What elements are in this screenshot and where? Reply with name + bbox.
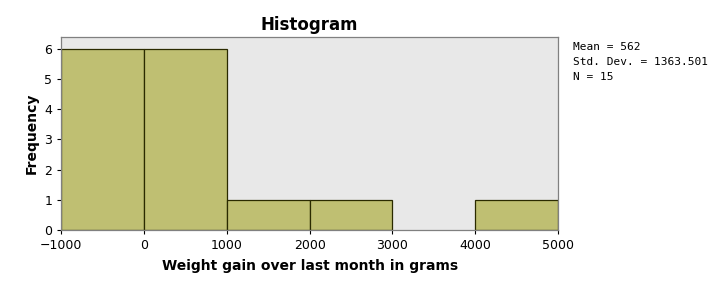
- Bar: [310, 200, 392, 230]
- X-axis label: Weight gain over last month in grams: Weight gain over last month in grams: [161, 259, 458, 273]
- Bar: [144, 49, 227, 230]
- Bar: [227, 200, 310, 230]
- Bar: [475, 200, 558, 230]
- Bar: [61, 49, 144, 230]
- Text: Mean = 562
Std. Dev. = 1363.501
N = 15: Mean = 562 Std. Dev. = 1363.501 N = 15: [573, 42, 708, 82]
- Y-axis label: Frequency: Frequency: [24, 93, 39, 174]
- Title: Histogram: Histogram: [261, 16, 359, 34]
